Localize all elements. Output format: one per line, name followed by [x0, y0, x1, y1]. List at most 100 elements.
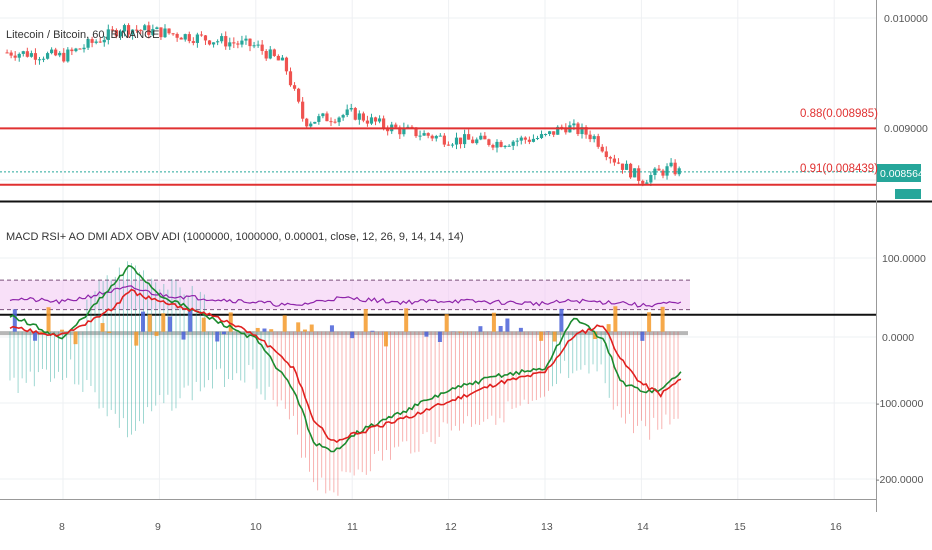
- ao-bar: [606, 324, 611, 332]
- candle-body: [394, 124, 398, 128]
- candle-body: [58, 52, 62, 56]
- candle-body: [163, 28, 167, 38]
- candle-body: [74, 48, 78, 52]
- candle-body: [240, 40, 244, 45]
- candle-body: [167, 28, 171, 34]
- last-price-label: 0.008564: [880, 168, 924, 180]
- candle-body: [301, 101, 305, 119]
- candle-body: [657, 168, 661, 171]
- candle-body: [499, 141, 503, 147]
- ao-bar: [383, 331, 388, 347]
- time-tick-label: 15: [734, 521, 746, 533]
- ao-bar: [201, 317, 206, 332]
- ao-bar: [228, 312, 233, 332]
- candle-body: [418, 135, 422, 137]
- candle-body: [9, 52, 13, 56]
- candle-body: [422, 133, 426, 136]
- ao-bar: [154, 331, 159, 336]
- indicator-tick-label: -100.0000: [876, 398, 923, 410]
- candle-body: [539, 134, 544, 139]
- candle-body: [515, 140, 519, 142]
- ao-bar: [134, 331, 139, 346]
- candle-body: [216, 41, 220, 43]
- candle-body: [66, 49, 70, 62]
- time-tick-label: 16: [830, 521, 842, 533]
- candle-body: [434, 135, 438, 139]
- ao-bar: [593, 331, 598, 340]
- candle-body: [195, 34, 199, 43]
- ao-bar: [262, 328, 267, 332]
- candle-body: [616, 162, 621, 164]
- candle-body: [649, 175, 653, 183]
- ao-bar: [255, 327, 260, 332]
- candle-body: [353, 108, 357, 120]
- candle-body: [454, 137, 459, 145]
- candle-body: [641, 180, 645, 184]
- ao-bar: [107, 331, 112, 333]
- candle-body: [373, 117, 378, 122]
- candle-body: [572, 123, 576, 126]
- candle-body: [122, 25, 127, 32]
- candle-body: [288, 71, 293, 86]
- ao-bar: [161, 313, 166, 332]
- candle-body: [665, 166, 669, 176]
- candle-body: [5, 52, 9, 54]
- ao-bar: [613, 306, 618, 332]
- candle-body: [446, 144, 451, 146]
- candle-body: [147, 25, 151, 35]
- candle-body: [519, 137, 523, 141]
- candle-body: [588, 134, 592, 140]
- candle-body: [580, 127, 584, 135]
- candle-body: [256, 44, 260, 46]
- candle-body: [199, 34, 204, 36]
- candle-body: [260, 44, 264, 52]
- indicator-pane-title: MACD RSI+ AO DMI ADX OBV ADI (1000000, 1…: [6, 231, 464, 243]
- candle-body: [135, 29, 139, 31]
- candle-body: [333, 121, 337, 123]
- candle-body: [511, 141, 515, 146]
- candle-body: [252, 45, 256, 47]
- candle-body: [82, 47, 86, 50]
- ao-bar: [168, 316, 173, 332]
- candle-body: [151, 29, 155, 35]
- ao-bar: [404, 308, 409, 332]
- indicator-pane-bg: [0, 204, 876, 500]
- ao-bar: [660, 306, 665, 332]
- candle-body: [548, 131, 552, 134]
- candle-body: [653, 168, 657, 176]
- price-tick-label: 0.009000: [884, 123, 928, 135]
- candle-body: [608, 157, 612, 159]
- candle-body: [329, 121, 333, 123]
- candle-body: [25, 51, 29, 57]
- candle-body: [114, 30, 119, 37]
- candle-body: [450, 144, 455, 146]
- candle-body: [669, 162, 673, 167]
- ao-bar: [350, 331, 355, 339]
- candle-body: [86, 39, 90, 48]
- candle-body: [479, 135, 483, 140]
- candle-body: [471, 139, 475, 144]
- candle-body: [224, 36, 228, 47]
- ao-bar: [302, 329, 307, 332]
- candle-body: [268, 49, 272, 59]
- candle-body: [244, 38, 248, 41]
- time-tick-label: 14: [637, 521, 649, 533]
- candle-body: [543, 133, 548, 135]
- candle-body: [94, 41, 98, 43]
- candle-body: [264, 51, 268, 59]
- candle-body: [487, 139, 491, 145]
- candle-body: [90, 39, 94, 43]
- candle-body: [248, 38, 252, 47]
- candle-body: [430, 135, 434, 139]
- ao-bar: [73, 331, 78, 345]
- candle-body: [369, 117, 374, 124]
- time-tick-label: 12: [445, 521, 457, 533]
- candle-body: [305, 118, 309, 127]
- candle-body: [54, 49, 58, 56]
- candle-body: [491, 144, 495, 148]
- candle-body: [633, 168, 637, 178]
- candle-body: [29, 53, 33, 57]
- candle-body: [475, 139, 479, 144]
- candle-body: [337, 117, 341, 123]
- candle-body: [592, 136, 596, 140]
